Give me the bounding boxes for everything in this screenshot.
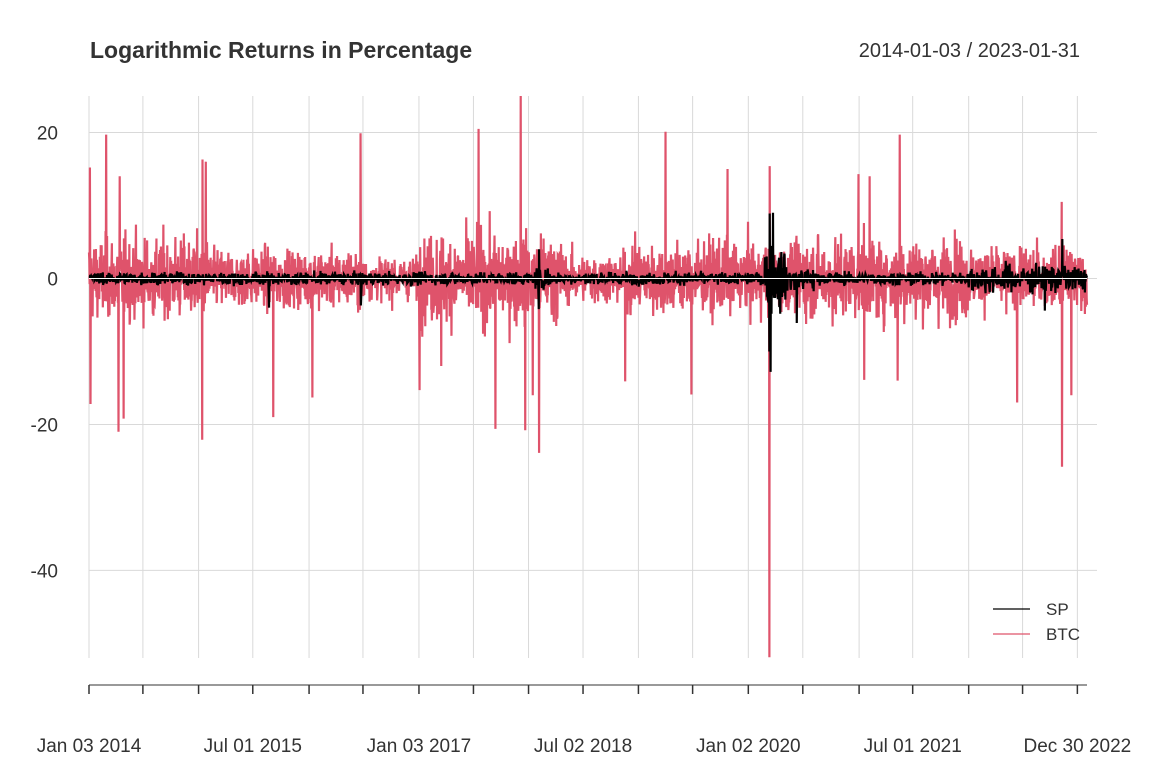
chart-title: Logarithmic Returns in Percentage (90, 37, 472, 63)
x-axis: Jan 03 2014 Jul 01 2015 Jan 03 2017 Jul 02 … (37, 684, 1131, 757)
legend-btc-label: BTC (1046, 625, 1080, 644)
x-tick-label: Jan 03 2017 (367, 736, 472, 757)
y-axis-ticks: 20 0 -20 -40 (31, 123, 58, 582)
y-tick-label: 0 (47, 269, 58, 290)
series-sp-line (88, 212, 1089, 372)
series-btc-path (87, 95, 1089, 658)
series-btc-line (87, 95, 1089, 658)
grid (88, 96, 1097, 658)
x-tick-label: Jul 02 2018 (534, 736, 632, 757)
x-tick-label: Jul 01 2015 (204, 736, 302, 757)
y-tick-label: -20 (31, 415, 58, 436)
legend: SP BTC (993, 600, 1080, 644)
legend-sp-label: SP (1046, 600, 1069, 619)
x-tick-label: Jan 02 2020 (696, 736, 801, 757)
x-tick-label: Dec 30 2022 (1023, 736, 1131, 757)
y-tick-label: 20 (37, 123, 58, 144)
date-range-label: 2014-01-03 / 2023-01-31 (859, 40, 1080, 62)
x-tick-label: Jul 01 2021 (864, 736, 962, 757)
series-sp-path (88, 212, 1089, 372)
y-tick-label: -40 (31, 561, 58, 582)
x-tick-label: Jan 03 2014 (37, 736, 142, 757)
